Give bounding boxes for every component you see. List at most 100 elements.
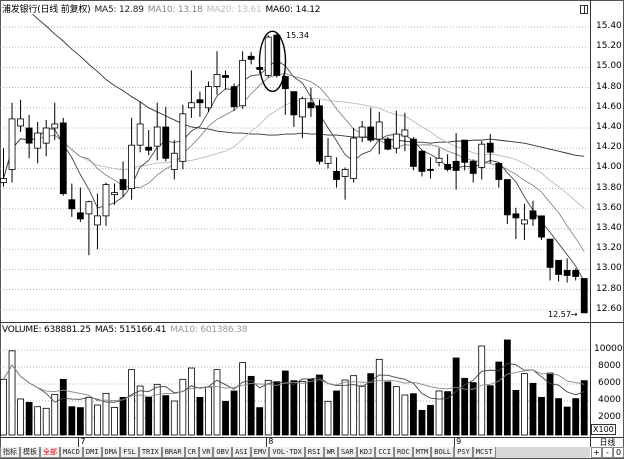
volume-bar	[350, 375, 358, 436]
zoom-out-button[interactable]: -	[602, 447, 613, 458]
volume-bar	[401, 394, 409, 436]
peak-highlight-ellipse	[258, 30, 287, 93]
tab-kdj[interactable]: KDJ	[356, 447, 376, 458]
volume-bar	[392, 386, 400, 436]
volume-bar	[230, 390, 238, 436]
tab-mtm[interactable]: MTM	[412, 447, 432, 458]
tab-rsi[interactable]: RSI	[304, 447, 324, 458]
low-annotation: 12.57→	[548, 310, 578, 319]
volume-bar	[59, 378, 67, 436]
volume-bar	[427, 404, 434, 436]
candle-down	[555, 259, 562, 275]
volume-bar	[307, 378, 315, 436]
tab-obv[interactable]: OBV	[213, 447, 233, 458]
candle-down	[418, 150, 426, 172]
axis-divider	[590, 0, 591, 447]
candle-up	[102, 184, 110, 217]
volume-tick-label: 4000	[598, 395, 621, 405]
price-tick-label: 14.80	[596, 81, 622, 92]
candle-down	[196, 99, 204, 104]
tab-全部[interactable]: 全部	[40, 447, 60, 458]
tab-trix[interactable]: TRIX	[138, 447, 162, 458]
volume-bar	[495, 361, 503, 436]
price-tick-label: 12.60	[596, 303, 622, 314]
candle-down	[410, 138, 417, 167]
tab-psy[interactable]: PSY	[454, 447, 473, 458]
candle-up	[153, 126, 161, 147]
candle-down	[367, 126, 375, 141]
tab-dmi[interactable]: DMI	[82, 447, 102, 458]
price-tick-label: 15.20	[596, 41, 622, 52]
volume-bar	[324, 400, 332, 436]
price-tick-label: 14.60	[596, 101, 622, 112]
volume-bar	[85, 396, 93, 436]
volume-bar	[444, 391, 451, 436]
candle-up	[324, 155, 332, 164]
panel-toggle-icon[interactable]	[580, 5, 588, 14]
candle-up	[170, 152, 178, 170]
candle-down	[25, 127, 33, 144]
volume-bar	[384, 381, 392, 436]
zoom-in-button[interactable]: +	[591, 447, 602, 458]
tab-模板[interactable]: 模板	[20, 447, 40, 458]
candle-down	[59, 122, 67, 195]
tab-mcst[interactable]: MCST	[472, 447, 496, 458]
volume-bar	[410, 393, 417, 436]
tab-cci[interactable]: CCI	[375, 447, 394, 458]
zoom-reset-button[interactable]: 0	[613, 447, 624, 458]
volume-bar	[333, 390, 340, 436]
tab-fsl[interactable]: FSL	[120, 447, 139, 458]
ma60-line	[31, 14, 585, 157]
tab-wr[interactable]: WR	[323, 447, 338, 458]
candle-down	[384, 138, 392, 150]
tab-macd[interactable]: MACD	[60, 447, 83, 458]
tab-sar[interactable]: SAR	[338, 447, 357, 458]
period-selector[interactable]: 日线	[591, 437, 624, 448]
volume-bar	[452, 357, 460, 436]
volume-bar	[111, 406, 118, 436]
tab-指标[interactable]: 指标	[0, 447, 20, 458]
candle-down	[563, 270, 571, 276]
tab-vr[interactable]: VR	[198, 447, 214, 458]
volume-bar	[34, 406, 42, 436]
candle-down	[580, 278, 588, 314]
volume-bar	[179, 378, 187, 436]
legend-ma10: MA10: 13.18	[147, 5, 203, 15]
candle-down	[461, 139, 469, 163]
legend-ma5: MA5: 12.89	[94, 5, 144, 15]
volume-bar	[136, 385, 144, 436]
candle-down	[469, 160, 477, 174]
tab-vol-tdx[interactable]: VOL-TDX	[269, 447, 305, 458]
tab-cr[interactable]: CR	[184, 447, 199, 458]
candle-down	[290, 91, 298, 116]
volume-tick-label: 8000	[598, 361, 621, 371]
price-tick-label: 15.40	[596, 21, 622, 31]
candle-down	[529, 210, 537, 220]
candle-down	[119, 179, 127, 191]
candle-up	[17, 118, 24, 127]
candle-up	[179, 113, 187, 162]
tab-emv[interactable]: EMV	[250, 447, 270, 458]
tab-boll[interactable]: BOLL	[431, 447, 455, 458]
candle-down	[162, 126, 170, 159]
chart-plot[interactable]	[0, 0, 590, 437]
volume-bar	[94, 404, 101, 436]
tab-roc[interactable]: ROC	[393, 447, 413, 458]
candle-up	[264, 36, 272, 76]
volume-bar	[529, 382, 537, 436]
candle-down	[452, 160, 460, 171]
price-legend: 浦发银行(日线 前复权) MA5: 12.89 MA10: 13.18 MA20: 1…	[2, 2, 324, 15]
tab-brar[interactable]: BRAR	[161, 447, 185, 458]
volume-bar	[503, 339, 511, 436]
volume-bar	[247, 375, 255, 436]
volume-bar	[538, 396, 545, 436]
candle-up	[435, 157, 443, 163]
tab-asi[interactable]: ASI	[232, 447, 251, 458]
price-tick-label: 14.00	[596, 162, 622, 173]
volume-bar	[162, 395, 170, 436]
candle-down	[273, 34, 281, 76]
tab-dma[interactable]: DMA	[101, 447, 121, 458]
legend-vol-ma10: MA10: 601386.38	[170, 325, 248, 335]
candle-up	[94, 215, 101, 226]
candle-up	[392, 133, 400, 149]
